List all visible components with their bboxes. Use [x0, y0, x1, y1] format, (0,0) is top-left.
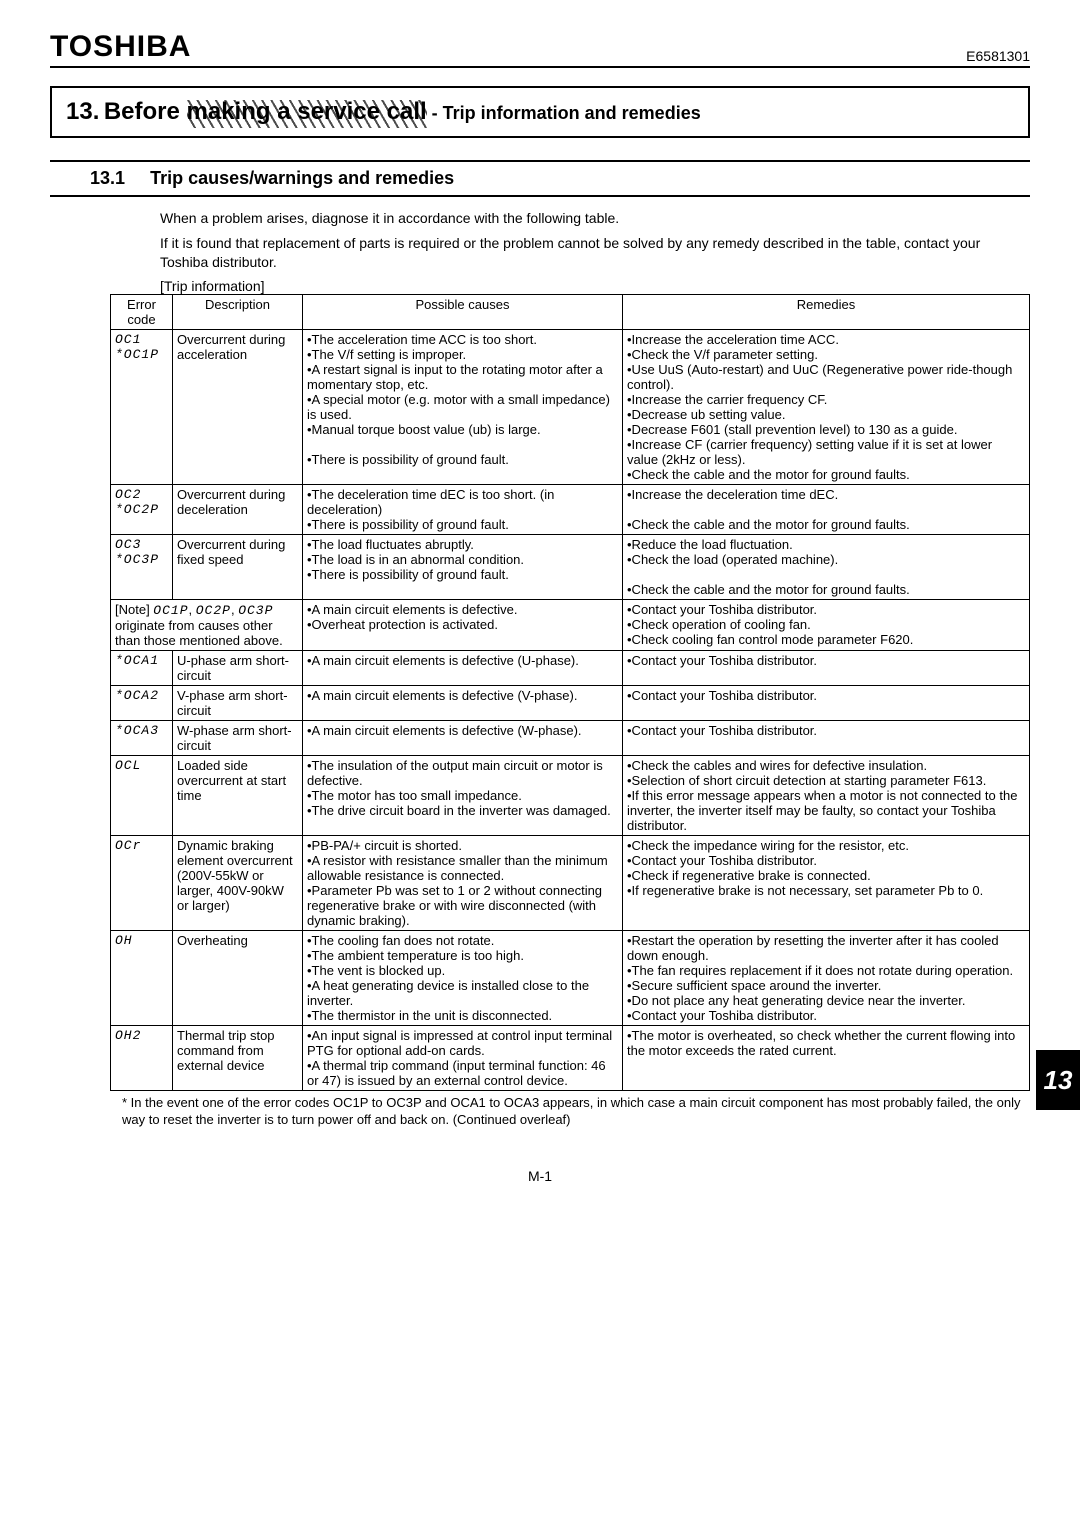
remedies-cell: •Contact your Toshiba distributor. [623, 685, 1030, 720]
causes-cell: •The insulation of the output main circu… [303, 755, 623, 835]
error-code-cell: *OCA1 [111, 650, 173, 685]
table-row: OH2Thermal trip stop command from extern… [111, 1025, 1030, 1090]
table-row: *OCA3W-phase arm short-circuit•A main ci… [111, 720, 1030, 755]
description-cell: Overheating [173, 930, 303, 1025]
error-code-cell: OH [111, 930, 173, 1025]
error-code-cell: *OCA3 [111, 720, 173, 755]
description-cell: W-phase arm short-circuit [173, 720, 303, 755]
chapter-heading-box: 13. Before making a service call - Trip … [50, 86, 1030, 138]
description-cell: Overcurrent during deceleration [173, 484, 303, 534]
description-cell: Dynamic braking element overcurrent (200… [173, 835, 303, 930]
chapter-title-hatched: making a service call [187, 98, 427, 126]
error-code-cell: *OCA2 [111, 685, 173, 720]
causes-cell: •An input signal is impressed at control… [303, 1025, 623, 1090]
table-row: OCLLoaded side overcurrent at start time… [111, 755, 1030, 835]
error-code-cell: OH2 [111, 1025, 173, 1090]
table-row: OC2*OC2POvercurrent during deceleration•… [111, 484, 1030, 534]
causes-cell: •The deceleration time dEC is too short.… [303, 484, 623, 534]
intro-line-2: If it is found that replacement of parts… [50, 234, 1030, 278]
trip-table: Error code Description Possible causes R… [110, 294, 1030, 1091]
document-number: E6581301 [966, 48, 1030, 64]
brand-logo: TOSHIBA [50, 30, 191, 64]
error-code-cell: OC1*OC1P [111, 329, 173, 484]
note-cell: [Note] OC1P, OC2P, OC3P originate from c… [111, 599, 303, 650]
remedies-cell: •Check the impedance wiring for the resi… [623, 835, 1030, 930]
causes-cell: •The load fluctuates abruptly. •The load… [303, 534, 623, 599]
footnote: * In the event one of the error codes OC… [50, 1091, 1030, 1129]
chapter-side-tab: 13 [1036, 1050, 1080, 1110]
remedies-cell: •Check the cables and wires for defectiv… [623, 755, 1030, 835]
description-cell: U-phase arm short-circuit [173, 650, 303, 685]
remedies-cell: •Restart the operation by resetting the … [623, 930, 1030, 1025]
table-row: *OCA1U-phase arm short-circuit•A main ci… [111, 650, 1030, 685]
causes-cell: •A main circuit elements is defective (V… [303, 685, 623, 720]
error-code-cell: OCr [111, 835, 173, 930]
remedies-cell: •Increase the deceleration time dEC. •Ch… [623, 484, 1030, 534]
chapter-title-pre: Before [104, 98, 187, 125]
header-error-code: Error code [111, 294, 173, 329]
table-row: OHOverheating•The cooling fan does not r… [111, 930, 1030, 1025]
error-code-cell: OC2*OC2P [111, 484, 173, 534]
causes-cell: •PB-PA/+ circuit is shorted. •A resistor… [303, 835, 623, 930]
causes-cell: •A main circuit elements is defective (W… [303, 720, 623, 755]
description-cell: Overcurrent during fixed speed [173, 534, 303, 599]
chapter-subtitle: - Trip information and remedies [427, 103, 701, 123]
table-row: OC1*OC1POvercurrent during acceleration•… [111, 329, 1030, 484]
table-row: [Note] OC1P, OC2P, OC3P originate from c… [111, 599, 1030, 650]
section-number: 13.1 [90, 168, 125, 188]
remedies-cell: •Reduce the load fluctuation. •Check the… [623, 534, 1030, 599]
section-title: Trip causes/warnings and remedies [150, 168, 454, 188]
error-code-cell: OC3*OC3P [111, 534, 173, 599]
description-cell: Overcurrent during acceleration [173, 329, 303, 484]
error-code-cell: OCL [111, 755, 173, 835]
header-causes: Possible causes [303, 294, 623, 329]
table-row: OCrDynamic braking element overcurrent (… [111, 835, 1030, 930]
chapter-number: 13. [66, 98, 99, 125]
description-cell: Thermal trip stop command from external … [173, 1025, 303, 1090]
intro-line-1: When a problem arises, diagnose it in ac… [50, 209, 1030, 234]
table-row: OC3*OC3POvercurrent during fixed speed•T… [111, 534, 1030, 599]
remedies-cell: •Increase the acceleration time ACC. •Ch… [623, 329, 1030, 484]
table-label: [Trip information] [50, 278, 1030, 294]
description-cell: Loaded side overcurrent at start time [173, 755, 303, 835]
remedies-cell: •The motor is overheated, so check wheth… [623, 1025, 1030, 1090]
causes-cell: •A main circuit elements is defective (U… [303, 650, 623, 685]
remedies-cell: •Contact your Toshiba distributor. [623, 650, 1030, 685]
remedies-cell: •Contact your Toshiba distributor. •Chec… [623, 599, 1030, 650]
page-number: M-1 [50, 1168, 1030, 1184]
remedies-cell: •Contact your Toshiba distributor. [623, 720, 1030, 755]
causes-cell: •The cooling fan does not rotate. •The a… [303, 930, 623, 1025]
causes-cell: •A main circuit elements is defective. •… [303, 599, 623, 650]
description-cell: V-phase arm short-circuit [173, 685, 303, 720]
header-description: Description [173, 294, 303, 329]
table-row: *OCA2V-phase arm short-circuit•A main ci… [111, 685, 1030, 720]
header-remedies: Remedies [623, 294, 1030, 329]
causes-cell: •The acceleration time ACC is too short.… [303, 329, 623, 484]
